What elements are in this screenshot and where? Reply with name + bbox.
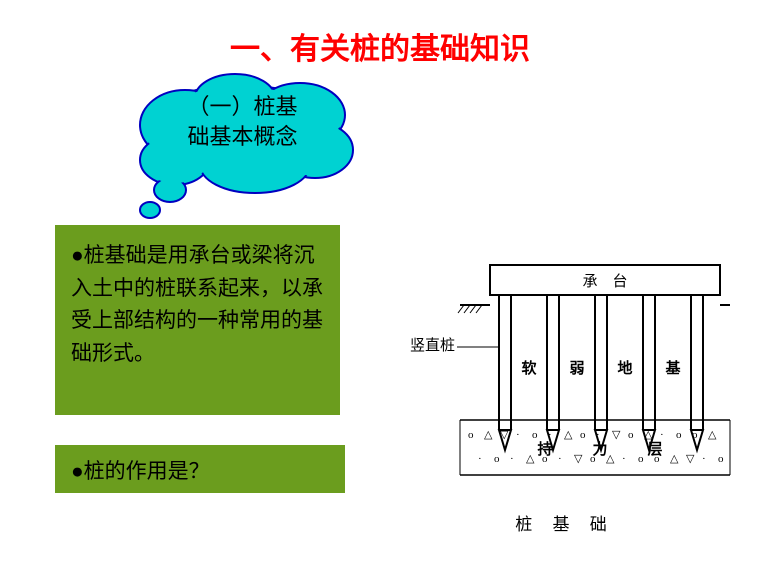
svg-text:▽: ▽ [574,453,583,465]
svg-text:o: o [468,429,474,441]
svg-text:层: 层 [647,441,662,458]
svg-text:△: △ [708,429,717,441]
svg-text:△: △ [564,429,573,441]
svg-text:·: · [558,453,562,465]
svg-text:·: · [516,429,520,441]
question-text: ●桩的作用是？ [71,459,210,483]
svg-text:持: 持 [537,440,552,458]
pile-foundation-diagram: 承 台竖直桩软弱地基o△▽·o·△o·▽o△·oo△·o·△o·▽o△·oo△▽… [395,255,735,535]
svg-text:o: o [494,453,500,465]
svg-text:o: o [718,453,724,465]
svg-text:o: o [532,429,538,441]
definition-box: ●桩基础是用承台或梁将沉入土中的桩联系起来，以承受上部结构的一种常用的基础形式。 [55,225,340,415]
diagram-caption: 桩 基 础 [395,510,735,535]
svg-text:▽: ▽ [686,453,695,465]
slide-title: 一、有关桩的基础知识 [0,24,760,68]
question-box: ●桩的作用是？ [55,445,345,493]
svg-text:·: · [510,453,514,465]
svg-text:基: 基 [664,359,681,377]
svg-text:弱: 弱 [569,360,584,377]
svg-text:地: 地 [617,359,632,377]
svg-text:△: △ [670,453,679,465]
svg-text:力: 力 [592,440,607,458]
svg-text:竖直桩: 竖直桩 [410,337,455,354]
svg-text:o: o [638,453,644,465]
svg-text:·: · [548,429,552,441]
svg-text:·: · [622,453,626,465]
svg-text:△: △ [644,429,653,441]
svg-text:·: · [702,453,706,465]
cloud-label: （一）桩基 础基本概念 [115,92,370,151]
svg-text:·: · [596,429,600,441]
svg-text:▽: ▽ [612,429,621,441]
svg-text:o: o [676,429,682,441]
svg-text:·: · [478,453,482,465]
svg-text:·: · [660,429,664,441]
svg-text:o: o [580,429,586,441]
svg-text:软: 软 [521,359,536,377]
diagram-svg: 承 台竖直桩软弱地基o△▽·o·△o·▽o△·oo△·o·△o·▽o△·oo△▽… [395,255,735,490]
concept-cloud: （一）桩基 础基本概念 [115,70,370,200]
svg-text:o: o [628,429,634,441]
svg-text:△: △ [526,453,535,465]
definition-text: ●桩基础是用承台或梁将沉入土中的桩联系起来，以承受上部结构的一种常用的基础形式。 [71,243,323,365]
svg-text:o: o [692,429,698,441]
svg-text:▽: ▽ [500,429,509,441]
svg-text:△: △ [484,429,493,441]
svg-text:承 台: 承 台 [582,273,627,290]
